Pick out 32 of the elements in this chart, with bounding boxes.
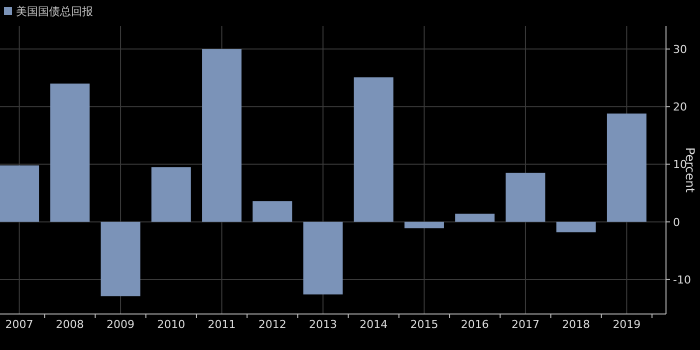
x-tick-label: 2015 <box>410 318 438 331</box>
x-tick-label: 2011 <box>208 318 236 331</box>
x-tick-label: 2010 <box>157 318 186 331</box>
y-tick-label: 10 <box>673 158 687 172</box>
legend-label: 美国国债总回报 <box>16 5 93 18</box>
x-tick-label: 2013 <box>309 318 337 331</box>
x-tick-label: 2017 <box>511 318 540 331</box>
x-tick-label: 2008 <box>56 318 84 331</box>
y-tick-label: 0 <box>673 216 680 229</box>
bar <box>455 214 495 222</box>
x-tick-label: 2018 <box>562 318 590 331</box>
x-tick-label: 2019 <box>612 318 641 331</box>
x-tick-label: 2016 <box>460 318 489 331</box>
bar <box>303 222 343 294</box>
x-tick-label: 2014 <box>360 318 388 331</box>
x-tick-label: 2009 <box>106 318 135 331</box>
bar <box>202 49 242 222</box>
bar <box>0 165 40 222</box>
x-tick-label: 2012 <box>258 318 286 331</box>
y-tick-label: 30 <box>673 43 687 56</box>
bar <box>506 172 546 222</box>
bar <box>404 222 444 228</box>
bar <box>50 84 90 222</box>
bar <box>606 114 646 222</box>
bar <box>556 222 596 232</box>
y-tick-label: 20 <box>673 100 687 114</box>
bar <box>151 167 191 222</box>
bar <box>100 222 140 296</box>
y-tick-label: -10 <box>673 273 691 286</box>
x-tick-label: 2007 <box>5 318 34 331</box>
bar <box>354 77 394 222</box>
bar <box>252 201 292 222</box>
